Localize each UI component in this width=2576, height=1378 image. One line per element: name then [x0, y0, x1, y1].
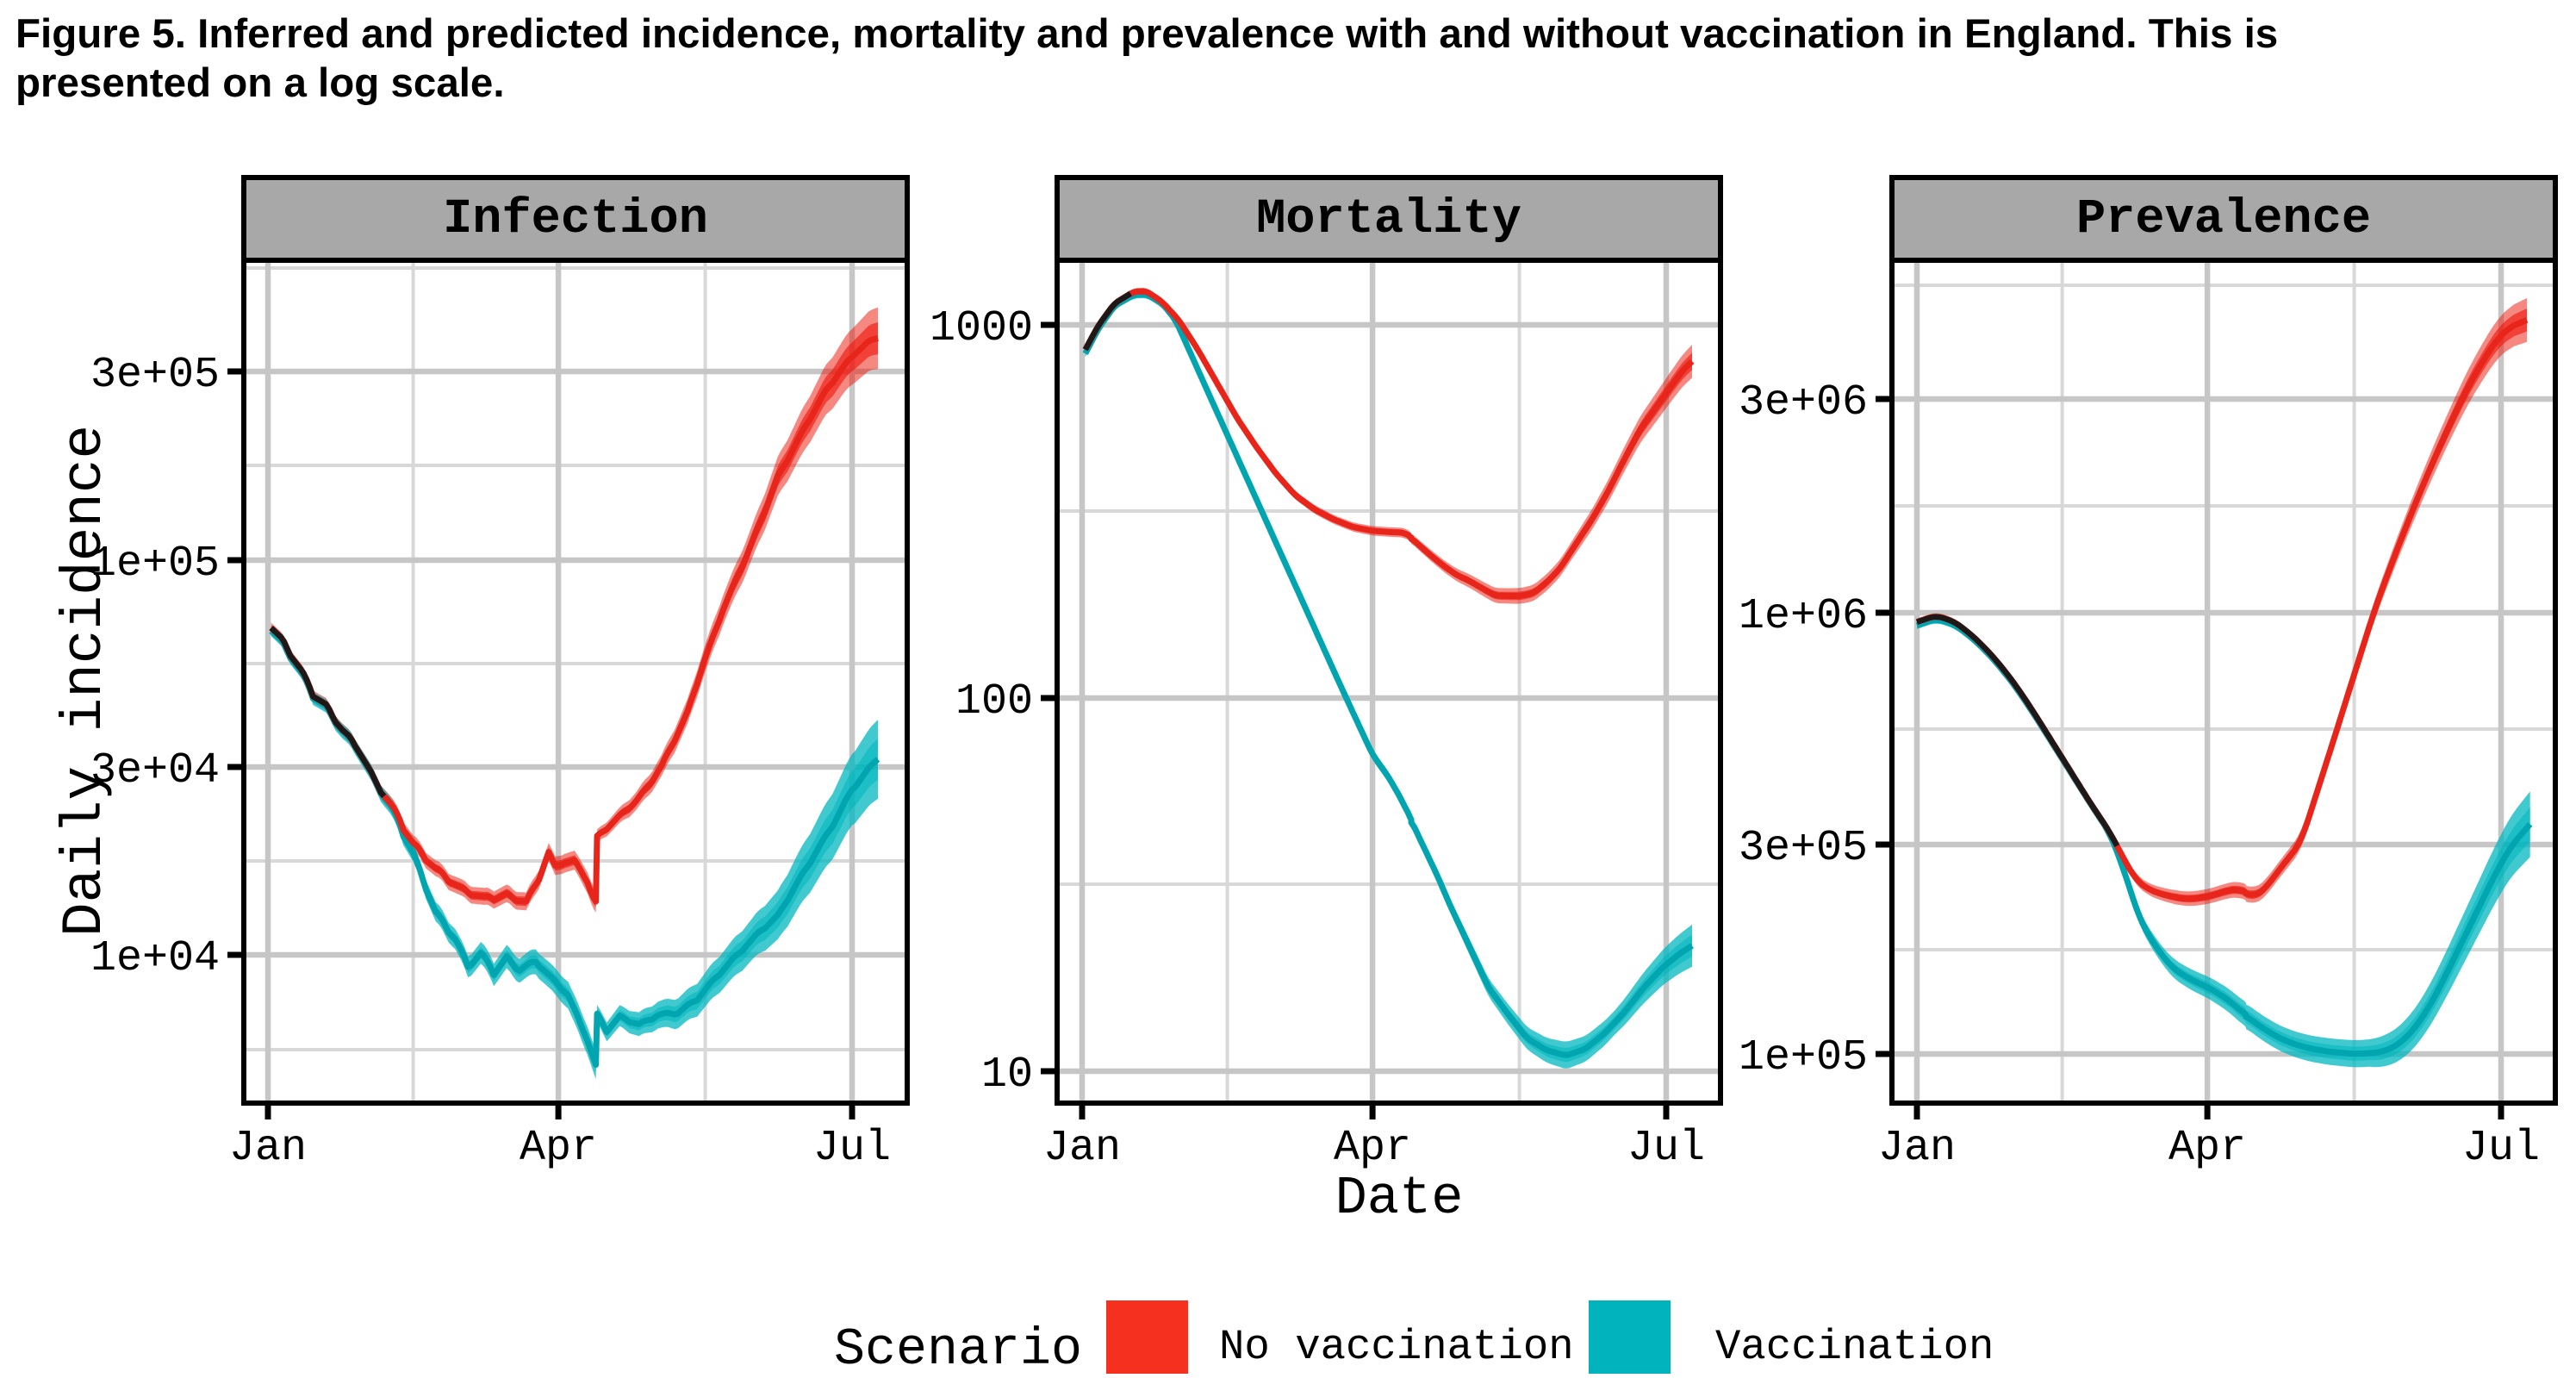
svg-text:Mortality: Mortality — [1256, 192, 1521, 247]
svg-text:3e+04: 3e+04 — [90, 746, 220, 795]
svg-text:Jul: Jul — [2462, 1124, 2540, 1173]
svg-text:1000: 1000 — [930, 304, 1033, 353]
svg-text:Jul: Jul — [813, 1124, 891, 1173]
svg-text:Daily incidence: Daily incidence — [53, 425, 117, 937]
svg-text:3e+05: 3e+05 — [90, 351, 220, 400]
svg-text:Jan: Jan — [1043, 1124, 1121, 1173]
svg-text:Infection: Infection — [443, 192, 708, 247]
svg-text:presented on a log scale.: presented on a log scale. — [16, 60, 505, 106]
svg-text:Jul: Jul — [1627, 1124, 1705, 1173]
svg-text:Jan: Jan — [229, 1124, 307, 1173]
svg-text:3e+05: 3e+05 — [1739, 824, 1868, 873]
svg-text:No vaccination: No vaccination — [1219, 1323, 1574, 1371]
svg-text:Prevalence: Prevalence — [2076, 192, 2371, 247]
svg-text:Date: Date — [1335, 1168, 1464, 1229]
svg-text:Figure 5. Inferred and predict: Figure 5. Inferred and predicted inciden… — [16, 11, 2278, 57]
svg-text:1e+05: 1e+05 — [90, 539, 220, 589]
svg-text:Jan: Jan — [1878, 1124, 1956, 1173]
svg-text:100: 100 — [955, 677, 1033, 726]
svg-text:3e+06: 3e+06 — [1739, 378, 1868, 427]
svg-text:10: 10 — [981, 1051, 1033, 1100]
svg-text:Vaccination: Vaccination — [1715, 1323, 1994, 1371]
svg-text:Apr: Apr — [2168, 1124, 2246, 1173]
svg-text:1e+06: 1e+06 — [1739, 592, 1868, 641]
svg-text:1e+05: 1e+05 — [1739, 1033, 1868, 1082]
svg-text:Scenario: Scenario — [834, 1321, 1082, 1374]
svg-text:Apr: Apr — [1334, 1124, 1411, 1173]
svg-text:Apr: Apr — [520, 1124, 597, 1173]
svg-text:1e+04: 1e+04 — [90, 934, 220, 983]
